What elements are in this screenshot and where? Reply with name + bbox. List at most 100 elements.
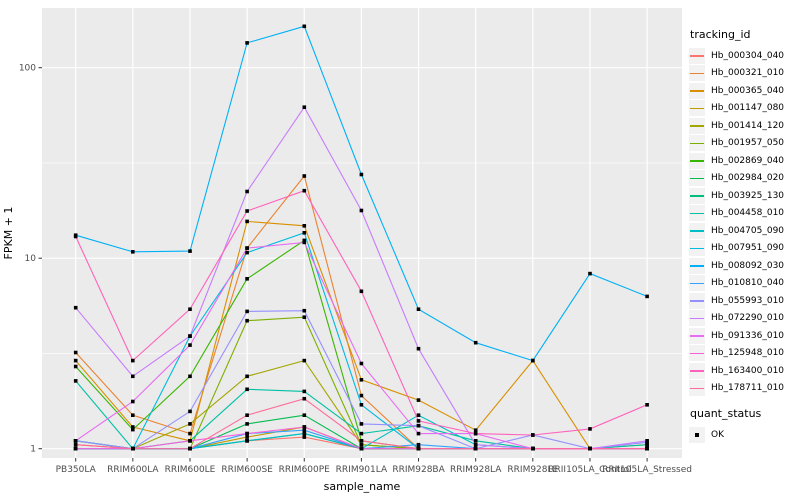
- data-point: [473, 439, 478, 443]
- data-point: [245, 431, 249, 436]
- data-point: [645, 403, 649, 407]
- x-axis-title: sample_name: [323, 480, 401, 493]
- x-tick-label: RRIM600PE: [279, 465, 331, 475]
- data-point: [302, 358, 307, 363]
- data-point: [416, 419, 421, 423]
- legend-key-swatch: [689, 82, 705, 99]
- legend-line-icon: [690, 125, 704, 127]
- legend-key-swatch: [689, 345, 705, 362]
- legend-key-swatch: [689, 327, 705, 344]
- legend-label: Hb_002984_020: [711, 173, 785, 184]
- data-point: [245, 309, 249, 314]
- x-tick-label: PB350LA: [56, 465, 97, 475]
- legend-entry: Hb_007951_090: [689, 240, 799, 258]
- legend-key-swatch: [689, 310, 705, 327]
- x-tick-label: RRII105LA_Control: [548, 465, 631, 475]
- data-point: [302, 431, 307, 436]
- legend-line-icon: [690, 142, 704, 145]
- data-point: [359, 378, 364, 382]
- data-point: [188, 409, 192, 414]
- legend-label: Hb_007951_090: [711, 243, 785, 254]
- data-point: [588, 446, 592, 451]
- quant-legend-label: OK: [711, 429, 724, 440]
- data-point: [302, 224, 307, 228]
- data-point: [359, 393, 364, 398]
- legend-entry: Hb_125948_010: [689, 345, 799, 363]
- data-point: [359, 431, 364, 436]
- data-point: [416, 442, 421, 447]
- data-point: [131, 427, 135, 432]
- legend-entry: Hb_002984_020: [689, 170, 799, 188]
- legend-label: Hb_008092_030: [711, 260, 785, 271]
- data-point: [188, 307, 192, 311]
- data-point: [359, 446, 364, 451]
- legend-entry: Hb_008092_030: [689, 257, 799, 275]
- data-point: [302, 389, 307, 394]
- legend-label: Hb_000321_010: [711, 68, 785, 79]
- data-point: [131, 374, 135, 379]
- data-point: [188, 439, 192, 443]
- legend-key-swatch: [689, 205, 705, 222]
- data-point: [302, 188, 307, 193]
- data-point: [473, 428, 478, 432]
- data-point: [245, 387, 249, 392]
- y-tick-label: 1: [30, 445, 36, 455]
- legend-line-icon: [690, 107, 704, 110]
- legend-key-swatch: [689, 117, 705, 134]
- data-point: [73, 305, 78, 310]
- data-point: [359, 439, 364, 443]
- data-point: [473, 446, 478, 451]
- legend-entry: Hb_001414_120: [689, 117, 799, 135]
- legend-entry: Hb_003925_130: [689, 187, 799, 205]
- legend-entry: Hb_010810_040: [689, 275, 799, 293]
- data-point: [245, 209, 249, 213]
- data-point: [245, 246, 249, 250]
- legend-line-icon: [690, 247, 704, 250]
- tracking-legend-title: tracking_id: [690, 28, 751, 41]
- legend-key-swatch: [689, 170, 705, 187]
- legend-line-icon: [690, 160, 704, 162]
- data-point: [359, 442, 364, 447]
- x-tick-label: RRIM928BA: [392, 465, 445, 475]
- data-point: [302, 240, 307, 245]
- data-point: [645, 442, 649, 447]
- legend: tracking_id Hb_000304_040 Hb_000321_010 Hb…: [689, 28, 799, 444]
- legend-label: Hb_004458_010: [711, 208, 785, 219]
- data-point: [245, 413, 249, 417]
- data-point: [416, 446, 421, 451]
- data-point: [188, 422, 192, 426]
- data-point: [188, 446, 192, 451]
- data-point: [302, 105, 307, 109]
- data-point: [645, 446, 649, 451]
- data-point: [302, 425, 307, 429]
- data-point: [73, 446, 78, 451]
- legend-label: Hb_001957_050: [711, 138, 785, 149]
- square-point-icon: [695, 432, 699, 437]
- legend-entry: Hb_002869_040: [689, 152, 799, 170]
- legend-entry: Hb_163400_010: [689, 362, 799, 380]
- x-tick-label: RRIM600LA: [107, 465, 159, 475]
- data-point: [188, 334, 192, 338]
- data-point: [131, 358, 135, 363]
- y-tick-label: 10: [25, 254, 37, 264]
- y-tick-label: 100: [19, 64, 36, 74]
- legend-label: Hb_000304_040: [711, 50, 785, 61]
- data-point: [359, 403, 364, 407]
- legend-line-icon: [690, 370, 704, 372]
- x-tick-label: RRIM600LE: [165, 465, 216, 475]
- legend-line-icon: [690, 90, 704, 92]
- data-point: [131, 446, 135, 451]
- legend-label: Hb_178711_010: [711, 383, 785, 394]
- x-tick-label: RRIM928LE: [507, 465, 558, 475]
- legend-entry: Hb_000304_040: [689, 47, 799, 65]
- legend-label: Hb_001414_120: [711, 120, 785, 131]
- data-point: [302, 413, 307, 417]
- legend-entry: Hb_000321_010: [689, 65, 799, 83]
- legend-line-icon: [690, 352, 704, 355]
- legend-label: Hb_004705_090: [711, 225, 785, 236]
- data-point: [302, 238, 307, 243]
- data-point: [245, 374, 249, 379]
- legend-key-swatch: [689, 152, 705, 169]
- data-point: [645, 294, 649, 299]
